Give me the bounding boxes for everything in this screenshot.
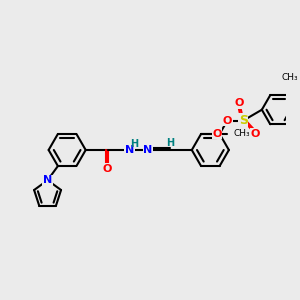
Text: S: S <box>239 114 248 127</box>
Text: H: H <box>130 139 139 148</box>
Text: CH₃: CH₃ <box>281 73 298 82</box>
Text: H: H <box>166 138 174 148</box>
Text: O: O <box>103 164 112 173</box>
Text: N: N <box>143 145 153 155</box>
Text: O: O <box>235 98 244 108</box>
Text: O: O <box>223 116 232 126</box>
Text: CH₃: CH₃ <box>233 129 250 138</box>
Text: O: O <box>251 129 260 139</box>
Text: N: N <box>125 145 134 155</box>
Text: N: N <box>43 175 52 185</box>
Text: O: O <box>212 129 222 139</box>
